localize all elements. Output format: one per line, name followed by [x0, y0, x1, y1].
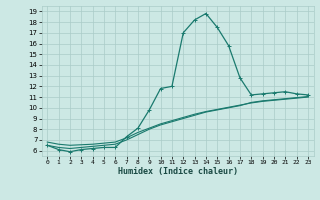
- X-axis label: Humidex (Indice chaleur): Humidex (Indice chaleur): [118, 167, 237, 176]
